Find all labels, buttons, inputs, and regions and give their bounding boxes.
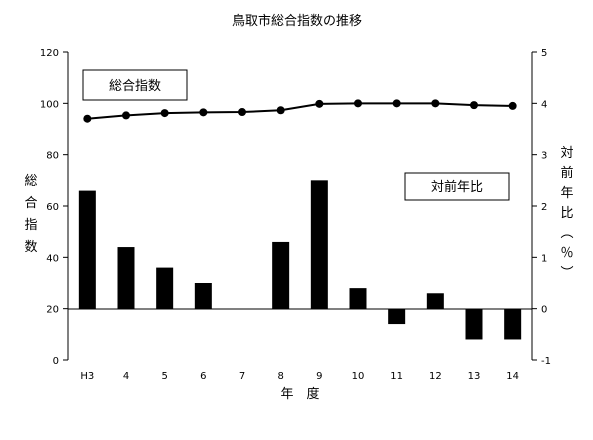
- right-tick-label: 1: [541, 253, 547, 264]
- x-axis-ticks: H3 4 5 6 7 8 9 10 11 12 13 14: [80, 371, 519, 382]
- left-tick-label: 60: [46, 202, 59, 213]
- x-tick-label: 11: [390, 371, 403, 382]
- x-tick-label: 12: [429, 371, 442, 382]
- index-point: [199, 108, 208, 117]
- bar-yoy: [194, 283, 212, 309]
- index-point: [160, 109, 169, 118]
- bar-yoy: [310, 180, 328, 309]
- index-point: [315, 99, 324, 108]
- bar-yoy: [156, 267, 174, 309]
- index-point: [470, 101, 478, 110]
- chart-title: 鳥取市総合指数の推移: [232, 13, 362, 29]
- x-tick-label: 10: [352, 371, 365, 382]
- right-tick-label: 2: [541, 202, 547, 213]
- right-tick-label: -1: [541, 356, 551, 367]
- index-point: [83, 114, 92, 123]
- x-axis-label: 年 度: [280, 386, 319, 402]
- bar-yoy: [388, 308, 406, 325]
- index-point: [392, 99, 401, 108]
- legend-index-label: 総合指数: [109, 79, 161, 94]
- line-series-index: [83, 99, 517, 123]
- right-tick-label: 5: [541, 48, 547, 59]
- x-tick-label: 4: [123, 371, 129, 382]
- index-point: [508, 101, 517, 110]
- index-point: [238, 108, 246, 117]
- bar-yoy: [117, 247, 135, 309]
- right-tick-label: 3: [541, 151, 547, 162]
- index-point: [431, 99, 440, 108]
- bar-yoy: [78, 190, 96, 309]
- bar-yoy: [349, 288, 367, 309]
- left-tick-label: 0: [53, 356, 59, 367]
- legend-yoy: 対前年比: [404, 172, 510, 201]
- bar-yoy: [272, 241, 290, 309]
- x-tick-label: 9: [316, 371, 322, 382]
- x-tick-label: 8: [277, 371, 283, 382]
- left-axis-label: 総合指数: [24, 174, 37, 255]
- bar-yoy: [426, 293, 444, 309]
- x-tick-label: H3: [80, 371, 94, 382]
- right-tick-label: 4: [541, 99, 547, 110]
- bar-series-yoy: [78, 180, 522, 340]
- x-tick-label: 14: [506, 371, 519, 382]
- x-tick-label: 6: [200, 371, 206, 382]
- x-tick-label: 5: [161, 371, 167, 382]
- x-tick-label: 7: [239, 371, 245, 382]
- bar-yoy: [504, 308, 522, 340]
- right-axis-ticks: -1 0 1 2 3 4 5: [532, 48, 551, 367]
- bar-yoy: [465, 308, 483, 340]
- index-point: [354, 99, 362, 108]
- index-point: [276, 106, 285, 115]
- x-tick-label: 13: [468, 371, 481, 382]
- left-tick-label: 20: [46, 305, 59, 316]
- legend-yoy-box: [404, 172, 510, 201]
- left-axis-ticks: 0 20 40 60 80 100 120: [40, 48, 68, 367]
- left-tick-label: 120: [40, 48, 59, 59]
- legend-index: 総合指数: [82, 69, 188, 101]
- index-point: [122, 111, 130, 120]
- left-tick-label: 80: [46, 151, 59, 162]
- right-tick-label: 0: [541, 305, 547, 316]
- left-tick-label: 40: [46, 253, 59, 264]
- left-tick-label: 100: [40, 99, 59, 110]
- index-line: [87, 102, 513, 120]
- legend-yoy-label: 対前年比: [431, 179, 483, 195]
- legend-index-box: [82, 69, 188, 101]
- right-axis-label: 対前年比︵％︶: [560, 146, 573, 281]
